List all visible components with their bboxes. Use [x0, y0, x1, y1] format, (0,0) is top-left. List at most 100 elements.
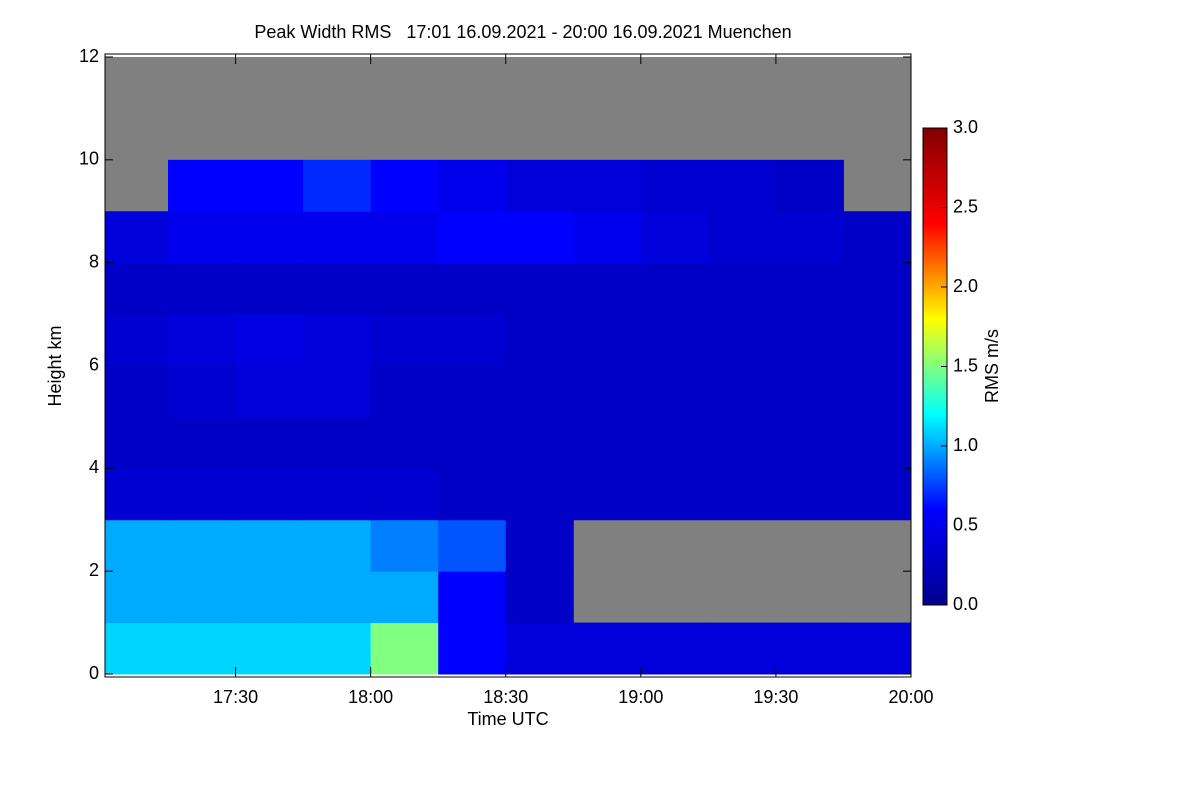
heat-cell — [303, 365, 372, 418]
heat-cell — [438, 622, 507, 675]
colorbar-tick-label: 0.5 — [953, 514, 978, 534]
chart-title: Peak Width RMS 17:01 16.09.2021 - 20:00 … — [254, 22, 791, 42]
heat-cell — [573, 314, 642, 366]
heat-cell — [505, 571, 574, 624]
heat-cell — [168, 519, 237, 572]
heat-cell — [505, 416, 574, 469]
heat-cell — [168, 365, 237, 418]
y-tick-label: 6 — [89, 354, 99, 374]
heat-cell — [505, 314, 574, 366]
colorbar-tick-label: 2.5 — [953, 196, 978, 216]
heat-cell — [573, 211, 642, 264]
heat-cell — [505, 159, 574, 212]
heat-cell — [235, 416, 304, 469]
heat-cell — [640, 262, 709, 315]
heat-cell — [105, 571, 169, 624]
heat-cell — [775, 159, 844, 212]
heat-cell — [640, 159, 709, 212]
heat-cell — [573, 468, 642, 521]
heat-cell — [505, 622, 574, 675]
heat-cell — [775, 262, 844, 315]
colorbar-tick-label: 1.0 — [953, 435, 978, 455]
heat-cell — [640, 468, 709, 521]
heat-cell — [370, 365, 439, 418]
colorbar-tick-label: 1.5 — [953, 355, 978, 375]
heat-cell — [370, 211, 439, 264]
heat-cell — [303, 211, 372, 264]
heat-cell — [370, 262, 439, 315]
y-tick-label: 8 — [89, 251, 99, 271]
heat-cell — [438, 416, 507, 469]
heat-cell — [235, 365, 304, 418]
x-tick-label: 18:30 — [483, 687, 528, 707]
heat-cell — [573, 262, 642, 315]
heat-cell — [640, 416, 709, 469]
heat-cell — [370, 622, 439, 675]
heat-cell — [303, 159, 372, 212]
heat-cell — [303, 468, 372, 521]
heat-cell — [105, 468, 169, 521]
heat-cell — [843, 416, 912, 469]
heat-cell — [235, 571, 304, 624]
heat-cell — [370, 519, 439, 572]
y-axis-label: Height km — [45, 325, 65, 406]
x-tick-label: 19:30 — [753, 687, 798, 707]
colorbar-tick-label: 3.0 — [953, 117, 978, 137]
colorbar-tick-label: 2.0 — [953, 276, 978, 296]
heat-cell — [168, 571, 237, 624]
heat-cell — [235, 262, 304, 315]
heat-cell — [303, 571, 372, 624]
heat-cell — [640, 211, 709, 264]
heat-cell — [303, 622, 372, 675]
heat-cell — [168, 416, 237, 469]
heat-cell — [505, 365, 574, 418]
heat-cell — [573, 159, 642, 212]
heat-cell — [370, 468, 439, 521]
heat-cell — [775, 314, 844, 366]
heat-cell — [775, 622, 844, 675]
heat-cell — [370, 159, 439, 212]
heat-cell — [235, 211, 304, 264]
heat-cell — [105, 519, 169, 572]
heat-cell — [843, 365, 912, 418]
heat-cell — [708, 262, 777, 315]
heat-cell — [843, 622, 912, 675]
heat-cell — [235, 622, 304, 675]
heat-cell — [105, 622, 169, 675]
x-tick-label: 17:30 — [213, 687, 258, 707]
heat-cell — [168, 211, 237, 264]
heat-cell — [105, 262, 169, 315]
colorbar-label: RMS m/s — [982, 329, 1002, 403]
heat-cell — [775, 211, 844, 264]
heat-cell — [235, 314, 304, 366]
heat-cell — [370, 571, 439, 624]
heat-cell — [303, 314, 372, 366]
heat-cell — [775, 416, 844, 469]
y-tick-label: 10 — [79, 149, 99, 169]
colorbar-tick-label: 0.0 — [953, 594, 978, 614]
heat-cell — [105, 365, 169, 418]
heat-cell — [708, 416, 777, 469]
heat-cell — [168, 622, 237, 675]
heat-cell — [105, 416, 169, 469]
heat-cell — [708, 622, 777, 675]
heat-cell — [640, 622, 709, 675]
heat-cell — [438, 262, 507, 315]
heat-cell — [303, 262, 372, 315]
x-tick-label: 18:00 — [348, 687, 393, 707]
heat-cell — [438, 211, 507, 264]
x-axis-label: Time UTC — [467, 709, 548, 729]
heat-cell — [573, 416, 642, 469]
heat-cell — [168, 314, 237, 366]
heat-cell — [843, 262, 912, 315]
heat-cell — [708, 159, 777, 212]
heat-cell — [105, 211, 169, 264]
heat-cell — [168, 262, 237, 315]
heat-cell — [775, 468, 844, 521]
heat-cell — [235, 159, 304, 212]
heat-cell — [370, 416, 439, 469]
heat-cell — [775, 365, 844, 418]
heat-cell — [370, 314, 439, 366]
